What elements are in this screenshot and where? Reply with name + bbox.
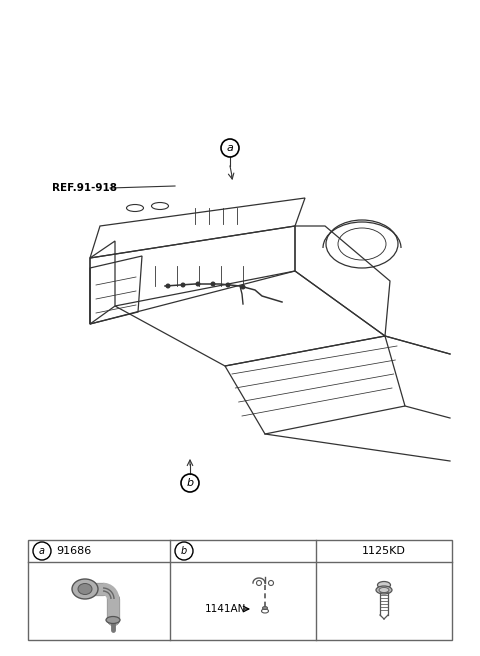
Text: b: b	[186, 478, 193, 488]
Text: 91686: 91686	[56, 546, 91, 556]
Ellipse shape	[72, 579, 98, 599]
Ellipse shape	[379, 588, 389, 592]
Circle shape	[196, 282, 200, 286]
Ellipse shape	[263, 607, 267, 609]
Text: b: b	[181, 546, 187, 556]
Ellipse shape	[376, 586, 392, 594]
Circle shape	[181, 283, 185, 287]
Text: 1125KD: 1125KD	[362, 546, 406, 556]
Text: REF.91-918: REF.91-918	[52, 183, 117, 193]
Bar	[28, 540, 452, 640]
Text: a: a	[227, 143, 233, 153]
Circle shape	[226, 283, 230, 287]
Circle shape	[241, 285, 245, 289]
Circle shape	[211, 282, 215, 286]
Ellipse shape	[106, 617, 120, 623]
Circle shape	[166, 284, 170, 288]
Text: 1141AN: 1141AN	[205, 604, 246, 614]
Text: a: a	[39, 546, 45, 556]
Ellipse shape	[78, 583, 92, 594]
Ellipse shape	[377, 581, 391, 588]
